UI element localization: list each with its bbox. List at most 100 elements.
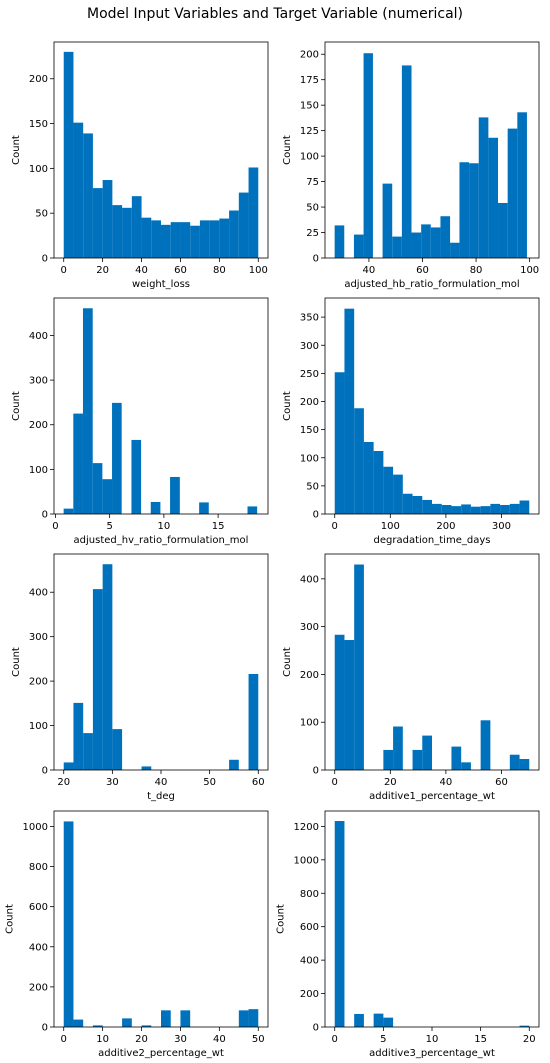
x-tick-label: 20 bbox=[523, 1034, 536, 1045]
histogram-bar bbox=[334, 634, 345, 770]
x-tick-label: 60 bbox=[495, 777, 508, 788]
y-tick-label: 400 bbox=[29, 942, 48, 953]
y-tick-label: 0 bbox=[313, 510, 319, 521]
y-axis-label: Count bbox=[11, 391, 22, 421]
histogram-bar bbox=[480, 506, 491, 515]
y-axis-label: Count bbox=[275, 904, 286, 934]
x-tick-label: 5 bbox=[106, 521, 112, 532]
y-tick-label: 50 bbox=[35, 209, 48, 220]
x-tick-label: 5 bbox=[380, 1034, 386, 1045]
x-tick-label: 0 bbox=[332, 1034, 338, 1045]
histogram-bar bbox=[459, 162, 470, 258]
histogram-bar bbox=[63, 508, 74, 514]
histogram-bar bbox=[480, 720, 491, 770]
y-tick-label: 1200 bbox=[294, 822, 319, 833]
y-tick-label: 0 bbox=[42, 766, 48, 777]
histogram-bar bbox=[421, 224, 431, 258]
x-tick-label: 40 bbox=[213, 1034, 226, 1045]
x-tick-label: 30 bbox=[174, 1034, 187, 1045]
plot-frame bbox=[53, 297, 269, 515]
histogram-bar bbox=[469, 163, 479, 258]
histogram-bar bbox=[401, 65, 412, 259]
histogram-bar bbox=[490, 503, 501, 515]
y-tick-label: 150 bbox=[300, 101, 319, 112]
x-axis-label: degradation_time_days bbox=[374, 535, 491, 546]
histogram-bar bbox=[509, 754, 520, 770]
histogram-panel-4: 0 100 200 300 0 50 100 150 200 250 300 350 degradati… bbox=[282, 297, 540, 546]
histogram-bar bbox=[363, 53, 373, 259]
histogram-panel-5: 20 30 40 50 60 0 100 200 300 400 t_deg Count bbox=[11, 553, 269, 802]
histogram-bar bbox=[354, 1013, 364, 1027]
histogram-bar bbox=[383, 466, 394, 514]
plot-frame bbox=[53, 810, 269, 1028]
y-tick-label: 25 bbox=[306, 228, 319, 239]
histogram-bar bbox=[383, 1017, 394, 1027]
histogram-bar bbox=[73, 122, 84, 258]
y-tick-label: 100 bbox=[29, 164, 48, 175]
histogram-panel-8: 0 5 10 15 20020040060080010001200additive3_p… bbox=[275, 810, 540, 1059]
y-tick-label: 100 bbox=[300, 453, 319, 464]
y-tick-label: 800 bbox=[29, 862, 48, 873]
y-tick-label: 400 bbox=[300, 574, 319, 585]
histogram-bar bbox=[112, 205, 123, 258]
y-tick-label: 175 bbox=[300, 75, 319, 86]
y-tick-label: 200 bbox=[29, 677, 48, 688]
y-tick-label: 125 bbox=[300, 126, 319, 137]
histogram-bar bbox=[199, 220, 210, 258]
y-tick-label: 350 bbox=[300, 313, 319, 324]
histogram-bar bbox=[92, 188, 103, 258]
histogram-bar bbox=[92, 463, 103, 514]
y-tick-label: 1000 bbox=[294, 855, 319, 866]
histogram-bar bbox=[422, 499, 432, 514]
histogram-bar bbox=[393, 726, 403, 770]
y-tick-label: 100 bbox=[29, 721, 48, 732]
histogram-bar bbox=[248, 1009, 259, 1027]
histogram-bar bbox=[92, 1025, 103, 1027]
x-tick-label: 60 bbox=[252, 777, 265, 788]
histogram-panel-3: 0 5 10 15 0 100 200 300 400 adjusted_hv_ratio_for… bbox=[11, 297, 269, 546]
y-axis-label: Count bbox=[4, 904, 15, 934]
histogram-bar bbox=[519, 500, 530, 514]
y-tick-label: 200 bbox=[300, 50, 319, 61]
x-tick-label: 20 bbox=[57, 777, 70, 788]
histogram-bar bbox=[393, 474, 403, 515]
x-tick-label: 40 bbox=[135, 265, 148, 276]
x-axis-label: additive1_percentage_wt bbox=[369, 791, 495, 802]
histogram-bar bbox=[470, 506, 481, 514]
y-tick-label: 300 bbox=[300, 341, 319, 352]
y-tick-label: 0 bbox=[313, 254, 319, 265]
y-tick-label: 800 bbox=[300, 889, 319, 900]
histogram-bar bbox=[219, 218, 230, 258]
histogram-bar bbox=[412, 496, 423, 514]
histogram-panel-7: 0 10 20 30 40 50 0 200 400 600 800 1000 additive2_pe… bbox=[4, 810, 269, 1059]
histogram-bar bbox=[102, 180, 113, 258]
y-tick-label: 100 bbox=[300, 718, 319, 729]
histogram-bar bbox=[83, 133, 93, 258]
y-tick-label: 0 bbox=[42, 254, 48, 265]
histogram-bar bbox=[500, 505, 510, 514]
histogram-bar bbox=[478, 117, 489, 259]
y-tick-label: 200 bbox=[300, 397, 319, 408]
y-tick-label: 600 bbox=[300, 922, 319, 933]
histogram-bar bbox=[344, 308, 355, 514]
y-tick-label: 300 bbox=[29, 632, 48, 643]
x-tick-label: 20 bbox=[384, 777, 397, 788]
histogram-bar bbox=[373, 1013, 384, 1027]
x-tick-label: 0 bbox=[52, 521, 58, 532]
histogram-bar bbox=[461, 762, 471, 770]
y-tick-label: 300 bbox=[29, 376, 48, 387]
histogram-panel-1: 0 20 40 60 80 100 0 50 100 150 200 weight_loss Count bbox=[11, 41, 269, 290]
histogram-bar bbox=[150, 501, 161, 514]
histogram-bar bbox=[141, 766, 152, 770]
histogram-panel-2: 40 60 80 100 0 25 50 75 100 125 150 175 200 adjusted_… bbox=[282, 41, 540, 290]
x-tick-label: 100 bbox=[520, 265, 539, 276]
histogram-bar bbox=[461, 504, 471, 514]
x-tick-label: 30 bbox=[106, 777, 119, 788]
y-tick-label: 200 bbox=[29, 420, 48, 431]
histogram-bar bbox=[451, 746, 462, 770]
histogram-bar bbox=[450, 242, 460, 258]
histogram-bar bbox=[248, 674, 259, 770]
histogram-bar bbox=[422, 735, 432, 770]
x-axis-label: weight_loss bbox=[132, 279, 190, 290]
y-tick-label: 250 bbox=[300, 369, 319, 380]
